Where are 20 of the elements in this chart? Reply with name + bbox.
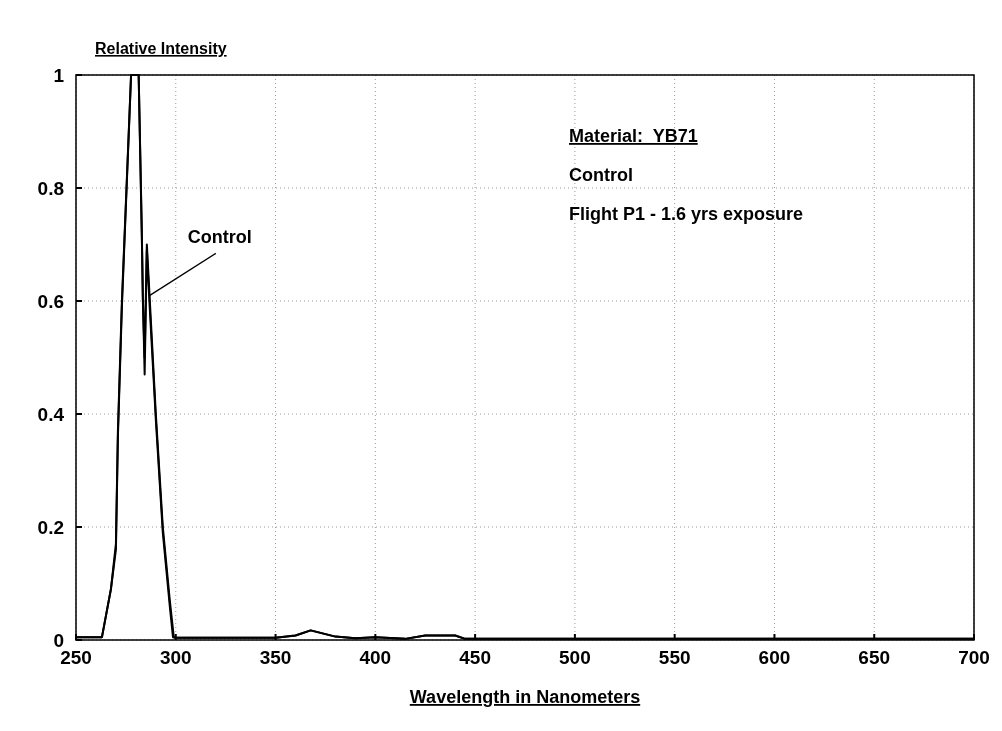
y-tick-label: 0.2 [37,517,64,538]
annotation: Control [569,165,633,185]
annotation: Flight P1 - 1.6 yrs exposure [569,204,804,224]
annotation: Material: YB71 [569,126,698,146]
x-axis-title: Wavelength in Nanometers [409,687,641,707]
y-tick-label: 0.8 [37,178,64,199]
y-tick-label: 0.4 [37,404,65,425]
x-tick-label: 450 [459,647,491,668]
y-tick-label: 0.6 [37,291,64,312]
annotation: Control [187,227,252,248]
x-tick-label: 550 [658,647,691,668]
x-tick-label: 350 [259,647,292,668]
x-tick-label: 700 [958,647,990,668]
x-tick-label: 600 [758,647,791,668]
x-tick-label: 650 [858,647,891,668]
y-tick-label: 1 [53,65,65,86]
x-tick-label: 300 [159,647,192,668]
x-tick-label: 400 [359,647,392,668]
y-axis-title: Relative Intensity [95,40,227,57]
x-tick-label: 500 [559,647,591,668]
